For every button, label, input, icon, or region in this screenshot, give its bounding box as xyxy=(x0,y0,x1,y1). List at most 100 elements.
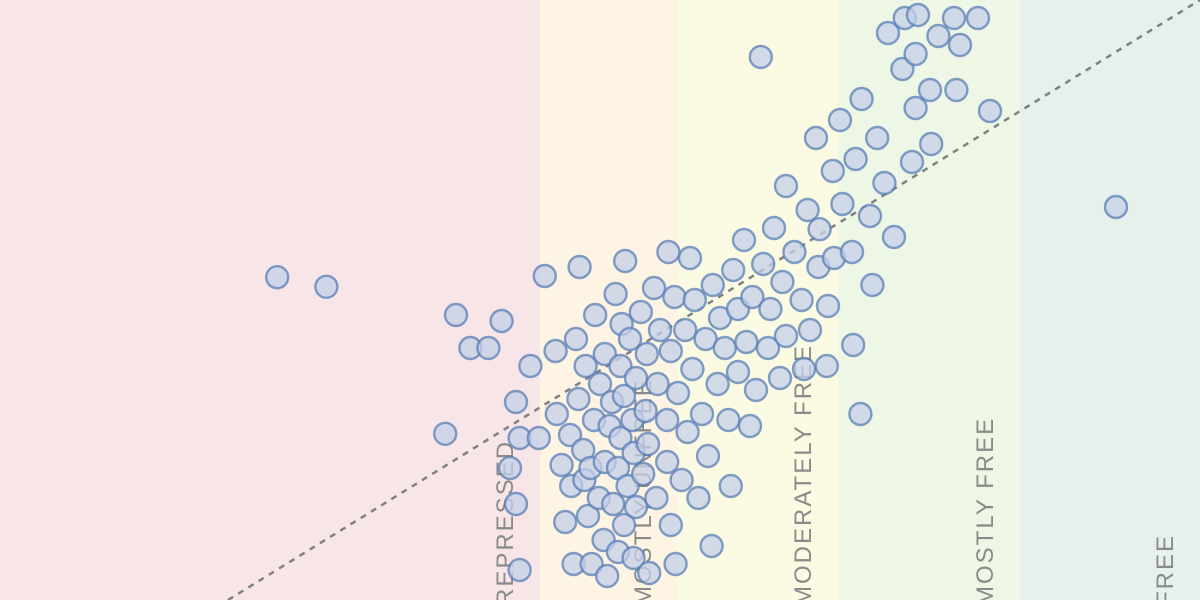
data-point xyxy=(638,562,660,584)
data-point xyxy=(656,409,678,431)
data-point xyxy=(575,355,597,377)
trend-line xyxy=(228,0,1200,600)
data-point xyxy=(660,514,682,536)
data-point xyxy=(901,151,923,173)
data-point xyxy=(625,496,647,518)
data-point xyxy=(702,274,724,296)
data-point xyxy=(528,427,550,449)
data-point xyxy=(505,391,527,413)
data-point xyxy=(602,493,624,515)
data-point xyxy=(701,535,723,557)
data-point xyxy=(505,493,527,515)
data-point xyxy=(920,133,942,155)
data-point xyxy=(315,276,337,298)
data-point xyxy=(681,358,703,380)
data-point xyxy=(565,328,587,350)
data-points xyxy=(266,4,1127,587)
data-point xyxy=(775,175,797,197)
data-point xyxy=(663,286,685,308)
data-point xyxy=(707,373,729,395)
data-point xyxy=(831,193,853,215)
data-point xyxy=(805,127,827,149)
data-point xyxy=(584,304,606,326)
data-point xyxy=(943,7,965,29)
data-point xyxy=(605,283,627,305)
data-point xyxy=(809,218,831,240)
data-point xyxy=(967,7,989,29)
data-point xyxy=(632,463,654,485)
data-point xyxy=(636,343,658,365)
data-point xyxy=(266,266,288,288)
data-point xyxy=(645,487,667,509)
data-point xyxy=(769,367,791,389)
data-point xyxy=(519,355,541,377)
data-point xyxy=(649,319,671,341)
data-point xyxy=(657,241,679,263)
data-point xyxy=(656,451,678,473)
data-point xyxy=(905,43,927,65)
data-point xyxy=(643,277,665,299)
data-point xyxy=(763,217,785,239)
data-point xyxy=(817,295,839,317)
data-point xyxy=(546,403,568,425)
data-point xyxy=(567,388,589,410)
data-point xyxy=(816,355,838,377)
data-point xyxy=(687,487,709,509)
data-point xyxy=(477,337,499,359)
data-point xyxy=(635,400,657,422)
data-point xyxy=(614,250,636,272)
data-point xyxy=(793,358,815,380)
data-point xyxy=(829,109,851,131)
data-point xyxy=(771,271,793,293)
data-point xyxy=(499,457,521,479)
data-point xyxy=(684,289,706,311)
data-point xyxy=(691,403,713,425)
data-point xyxy=(919,79,941,101)
data-point xyxy=(733,229,755,251)
data-point xyxy=(883,226,905,248)
data-point xyxy=(596,565,618,587)
data-point xyxy=(859,205,881,227)
data-point xyxy=(647,373,669,395)
freedom-scatter-chart: REPRESSEDMOSTLY UNFREEMODERATELY FREEMOS… xyxy=(0,0,1200,600)
data-point xyxy=(677,421,699,443)
data-point xyxy=(434,423,456,445)
data-point xyxy=(722,259,744,281)
data-point xyxy=(750,46,772,68)
data-point xyxy=(660,340,682,362)
data-point xyxy=(714,337,736,359)
data-point xyxy=(534,265,556,287)
data-point xyxy=(905,97,927,119)
data-point xyxy=(1105,196,1127,218)
data-point xyxy=(667,382,689,404)
data-point xyxy=(841,241,863,263)
data-point xyxy=(509,559,531,581)
data-point xyxy=(849,403,871,425)
data-point xyxy=(861,274,883,296)
data-point xyxy=(637,433,659,455)
data-point xyxy=(554,511,576,533)
data-point xyxy=(851,88,873,110)
data-point xyxy=(697,445,719,467)
data-point xyxy=(791,289,813,311)
data-point xyxy=(759,298,781,320)
data-point xyxy=(665,553,687,575)
plot-surface xyxy=(0,0,1200,600)
data-point xyxy=(674,319,696,341)
data-point xyxy=(551,454,573,476)
data-point xyxy=(630,301,652,323)
data-point xyxy=(735,331,757,353)
data-point xyxy=(671,469,693,491)
data-point xyxy=(845,148,867,170)
data-point xyxy=(945,79,967,101)
data-point xyxy=(679,247,701,269)
data-point xyxy=(491,310,513,332)
data-point xyxy=(739,415,761,437)
data-point xyxy=(775,325,797,347)
data-point xyxy=(907,4,929,26)
data-point xyxy=(979,100,1001,122)
data-point xyxy=(752,253,774,275)
data-point xyxy=(822,160,844,182)
data-point xyxy=(866,127,888,149)
data-point xyxy=(727,361,749,383)
